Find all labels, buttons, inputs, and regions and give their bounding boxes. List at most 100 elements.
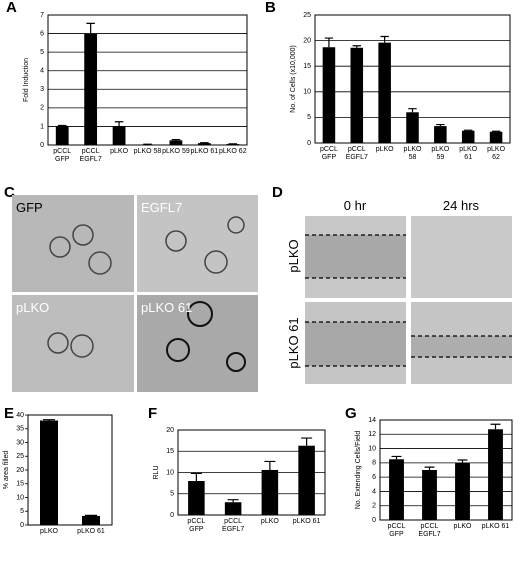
y-tick-label: 12: [368, 431, 376, 438]
micrograph: [12, 195, 134, 292]
error-bar: [491, 130, 501, 132]
y-tick-label: 2: [372, 503, 376, 510]
panel-label: B: [265, 0, 276, 16]
bar: [298, 445, 315, 515]
y-tick-label: 10: [166, 469, 174, 476]
x-tick-label: pCCL EGFL7: [79, 148, 102, 163]
x-tick-label: pLKO: [110, 148, 129, 155]
bar: [489, 131, 503, 143]
x-tick-label: pLKO 61: [77, 528, 105, 535]
y-tick-label: 40: [16, 412, 24, 419]
y-tick-label: 6: [372, 474, 376, 481]
scratch-image: [411, 216, 512, 298]
plot-frame: [47, 14, 248, 146]
panel-label: E: [4, 405, 14, 422]
x-tick-label: pLKO 61: [292, 518, 321, 525]
bar: [188, 481, 205, 515]
error-bar: [190, 472, 202, 481]
x-tick-label: pCCL EGFL7: [345, 146, 368, 161]
y-tick-label: 0: [170, 512, 174, 519]
bar: [261, 469, 279, 515]
y-tick-label: 4: [372, 488, 376, 495]
y-tick-label: 5: [40, 49, 44, 56]
y-tick-label: 15: [303, 63, 311, 70]
x-tick-label: pLKO 61: [481, 523, 510, 530]
bar: [350, 47, 364, 143]
y-tick-label: 2: [40, 105, 44, 112]
y-tick-label: 5: [170, 491, 174, 498]
plot-frame: [379, 419, 513, 521]
row-label: pLKO 61: [286, 317, 301, 368]
micrograph: [12, 295, 134, 392]
error-bar: [43, 419, 55, 421]
panel-label: C: [4, 184, 15, 201]
bar: [84, 33, 98, 146]
x-tick-label: pLKO 61: [190, 148, 219, 155]
bar: [322, 47, 336, 144]
micrograph-caption: GFP: [16, 200, 43, 215]
y-tick-label: 5: [20, 508, 24, 515]
y-axis-label: % area filled: [3, 451, 10, 490]
y-tick-label: 20: [166, 427, 174, 434]
x-tick-label: pCCL GFP: [53, 148, 72, 163]
error-bar: [85, 514, 97, 516]
bar: [378, 42, 391, 144]
plot-frame: [27, 414, 113, 526]
micrograph: [137, 295, 258, 392]
y-axis-label: RLU: [153, 465, 160, 479]
bar: [55, 126, 69, 145]
y-axis-label: Fold Induction: [23, 58, 30, 102]
x-tick-label: pLKO: [375, 146, 394, 153]
x-tick-label: pLKO 59: [162, 148, 190, 155]
y-tick-label: 15: [166, 448, 174, 455]
bar: [389, 459, 404, 520]
y-axis-label: No. of Cells (x10,000): [290, 45, 297, 113]
row-label: pLKO: [286, 239, 301, 272]
micrograph-caption: pLKO: [16, 300, 49, 315]
bar: [82, 515, 100, 525]
scratch-gap: [411, 336, 512, 357]
y-tick-label: 15: [16, 481, 24, 488]
error-bar: [352, 45, 361, 48]
x-tick-label: pCCL GFP: [319, 146, 338, 161]
error-bar: [57, 124, 67, 127]
micrograph-caption: pLKO 61: [141, 300, 192, 315]
y-tick-label: 10: [303, 89, 311, 96]
micrograph-grid: GFP EGFL7 pLKO pLKO 61: [12, 195, 258, 392]
y-tick-label: 30: [16, 439, 24, 446]
x-tick-label: pLKO 62: [487, 146, 506, 161]
panel-label: A: [6, 0, 17, 16]
panel-label: D: [272, 184, 283, 201]
error-bar: [227, 499, 239, 503]
error-bar: [86, 22, 95, 34]
x-tick-label: pLKO: [40, 528, 58, 535]
y-tick-label: 8: [372, 460, 376, 467]
y-tick-label: 7: [40, 12, 44, 19]
y-tick-label: 20: [303, 37, 311, 44]
error-bar: [436, 123, 445, 127]
y-tick-label: 10: [368, 445, 376, 452]
column-label: 0 hr: [344, 198, 367, 213]
bar: [422, 470, 437, 520]
spheroids: [47, 216, 246, 372]
scratch-edges: [305, 234, 512, 367]
error-bar: [391, 455, 402, 460]
y-tick-label: 20: [16, 467, 24, 474]
error-bar: [408, 108, 417, 113]
error-bar: [264, 460, 276, 470]
y-tick-label: 3: [40, 86, 44, 93]
error-bar: [424, 466, 435, 470]
x-tick-label: pLKO 61: [459, 146, 478, 161]
y-tick-label: 14: [368, 417, 376, 424]
error-bar: [324, 37, 334, 48]
bar: [40, 420, 58, 525]
bar: [169, 140, 183, 145]
x-tick-label: pLKO 58: [403, 146, 422, 161]
bar: [226, 144, 240, 145]
y-tick-label: 25: [16, 453, 24, 460]
y-tick-label: 5: [307, 114, 311, 121]
error-bar: [380, 35, 389, 43]
panel-label: G: [345, 405, 357, 422]
